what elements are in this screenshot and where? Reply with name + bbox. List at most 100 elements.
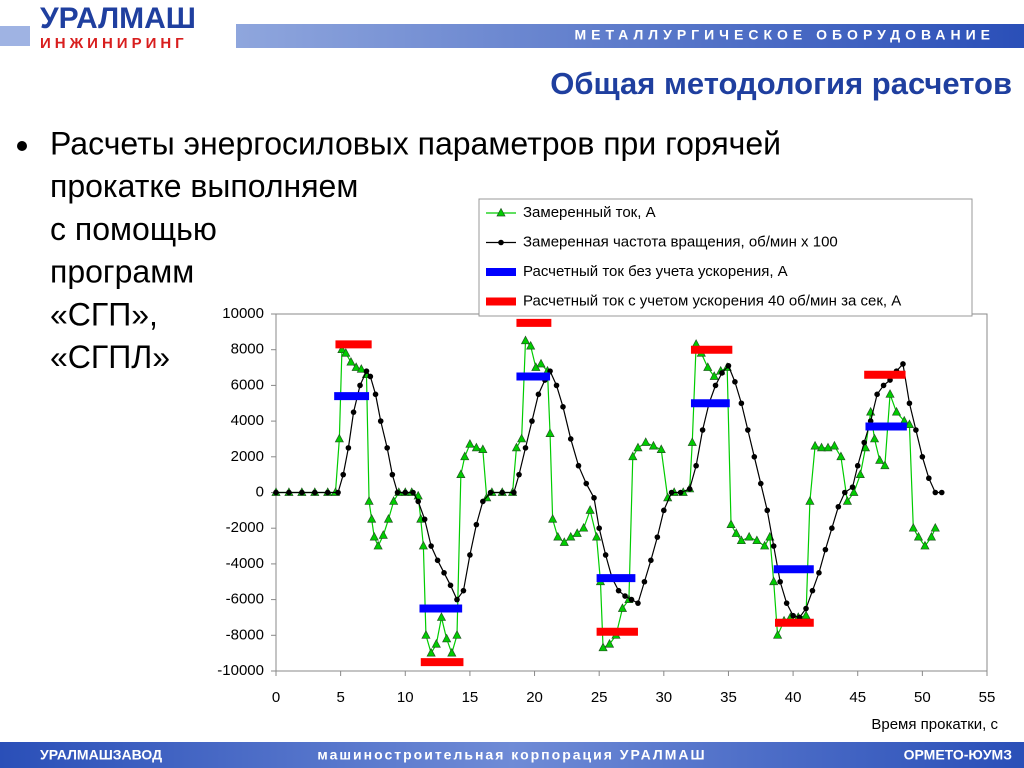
data-point (334, 433, 344, 443)
x-tick-label: 45 (849, 689, 866, 706)
data-point (473, 521, 480, 528)
data-point (460, 451, 470, 461)
data-point (926, 531, 936, 541)
legend-marker (498, 239, 504, 246)
data-point (829, 440, 840, 450)
footer-center: машиностроительная корпорация УРАЛМАШ (317, 747, 706, 763)
data-point (648, 557, 654, 564)
data-point (641, 437, 651, 446)
data-point (434, 557, 441, 564)
data-point (357, 382, 363, 389)
data-point (389, 496, 399, 505)
banner-left (0, 26, 30, 46)
data-point (816, 442, 827, 452)
data-point (913, 531, 924, 541)
data-point (535, 391, 542, 398)
data-point (596, 525, 602, 531)
data-point (526, 340, 536, 350)
data-point (699, 427, 706, 433)
data-point (367, 373, 374, 380)
data-point (880, 382, 887, 389)
footer-bar (0, 742, 1024, 768)
data-point (805, 496, 815, 505)
series-line (335, 318, 906, 667)
data-point (340, 471, 347, 478)
data-point (822, 546, 829, 553)
data-point (732, 379, 738, 385)
data-point (452, 630, 462, 639)
data-point (415, 498, 422, 505)
data-point (341, 348, 351, 357)
data-point (693, 462, 699, 469)
data-point (529, 418, 535, 424)
data-point (615, 587, 622, 594)
data-point (511, 489, 517, 496)
x-tick-label: 20 (526, 689, 543, 706)
data-point (460, 587, 467, 594)
data-point (738, 400, 745, 407)
x-tick-label: 40 (785, 689, 802, 706)
data-point (849, 484, 856, 490)
data-point (367, 514, 377, 523)
bullet-line: прокатке выполняем (50, 168, 358, 204)
data-point (389, 471, 396, 478)
data-point (377, 418, 384, 424)
data-point (801, 610, 811, 620)
data-point (635, 600, 641, 606)
data-point (628, 451, 638, 461)
data-point (499, 489, 506, 496)
data-point (516, 471, 522, 478)
data-point (835, 503, 842, 510)
data-point (849, 487, 859, 496)
data-point (783, 600, 790, 606)
x-tick-label: 25 (591, 689, 608, 706)
y-tick-label: 2000 (231, 448, 264, 465)
bullet-line: программ (50, 254, 194, 290)
data-point (351, 362, 361, 371)
data-point (880, 460, 890, 470)
data-point (861, 439, 867, 446)
data-point (855, 469, 865, 478)
data-point (919, 454, 926, 460)
data-point (810, 440, 820, 450)
data-point (356, 364, 366, 373)
data-point (378, 530, 388, 539)
data-point (885, 389, 895, 398)
data-point (522, 445, 529, 451)
data-point (686, 486, 693, 492)
data-point (441, 570, 447, 576)
data-point (648, 440, 659, 450)
data-point (536, 358, 546, 368)
data-point (823, 442, 833, 452)
data-point (745, 427, 751, 433)
data-point (436, 612, 447, 621)
data-point (842, 496, 852, 505)
data-point (891, 406, 902, 416)
data-point (394, 489, 401, 496)
data-point (628, 596, 635, 603)
legend-label: Замеренная частота вращения, об/мин х 10… (523, 233, 838, 250)
data-point (602, 552, 609, 558)
data-point (641, 578, 648, 585)
data-point (687, 437, 697, 446)
data-point (842, 489, 848, 496)
chart: -10000 -8000 -6000 -4000 -2000 0 2000 4000 6000 8… (217, 198, 998, 733)
data-point (803, 605, 809, 612)
data-point (604, 638, 615, 648)
data-point (913, 427, 919, 433)
logo-top: УРАЛМАШ (40, 2, 196, 35)
data-point (583, 480, 590, 487)
data-point (372, 391, 379, 398)
data-point (364, 496, 374, 505)
data-point (350, 409, 357, 415)
data-point (598, 642, 608, 652)
data-point (511, 442, 522, 452)
bullet-text: Расчеты энергосиловых параметров при гор… (50, 125, 781, 375)
data-point (772, 630, 783, 639)
data-point (465, 439, 475, 448)
logo-bottom: ИНЖИНИРИНГ (40, 35, 188, 52)
y-tick-label: 10000 (222, 305, 264, 322)
data-point (575, 462, 582, 469)
data-point (517, 433, 527, 443)
